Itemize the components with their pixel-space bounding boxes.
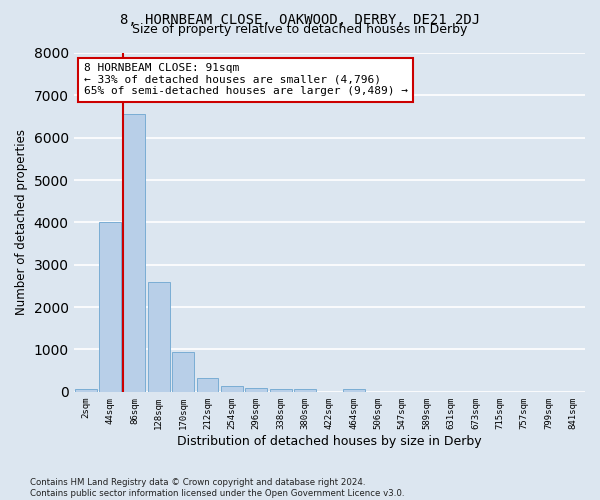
- Bar: [245, 388, 267, 392]
- Bar: [99, 222, 121, 392]
- Bar: [148, 282, 170, 392]
- Text: 8 HORNBEAM CLOSE: 91sqm
← 33% of detached houses are smaller (4,796)
65% of semi: 8 HORNBEAM CLOSE: 91sqm ← 33% of detache…: [84, 63, 408, 96]
- Y-axis label: Number of detached properties: Number of detached properties: [15, 130, 28, 316]
- Text: Size of property relative to detached houses in Derby: Size of property relative to detached ho…: [133, 22, 467, 36]
- Bar: [75, 389, 97, 392]
- Bar: [172, 352, 194, 392]
- Bar: [124, 114, 145, 392]
- Bar: [294, 390, 316, 392]
- Text: 8, HORNBEAM CLOSE, OAKWOOD, DERBY, DE21 2DJ: 8, HORNBEAM CLOSE, OAKWOOD, DERBY, DE21 …: [120, 12, 480, 26]
- Bar: [221, 386, 243, 392]
- X-axis label: Distribution of detached houses by size in Derby: Distribution of detached houses by size …: [177, 434, 482, 448]
- Bar: [197, 378, 218, 392]
- Bar: [343, 390, 365, 392]
- Text: Contains HM Land Registry data © Crown copyright and database right 2024.
Contai: Contains HM Land Registry data © Crown c…: [30, 478, 404, 498]
- Bar: [269, 389, 292, 392]
